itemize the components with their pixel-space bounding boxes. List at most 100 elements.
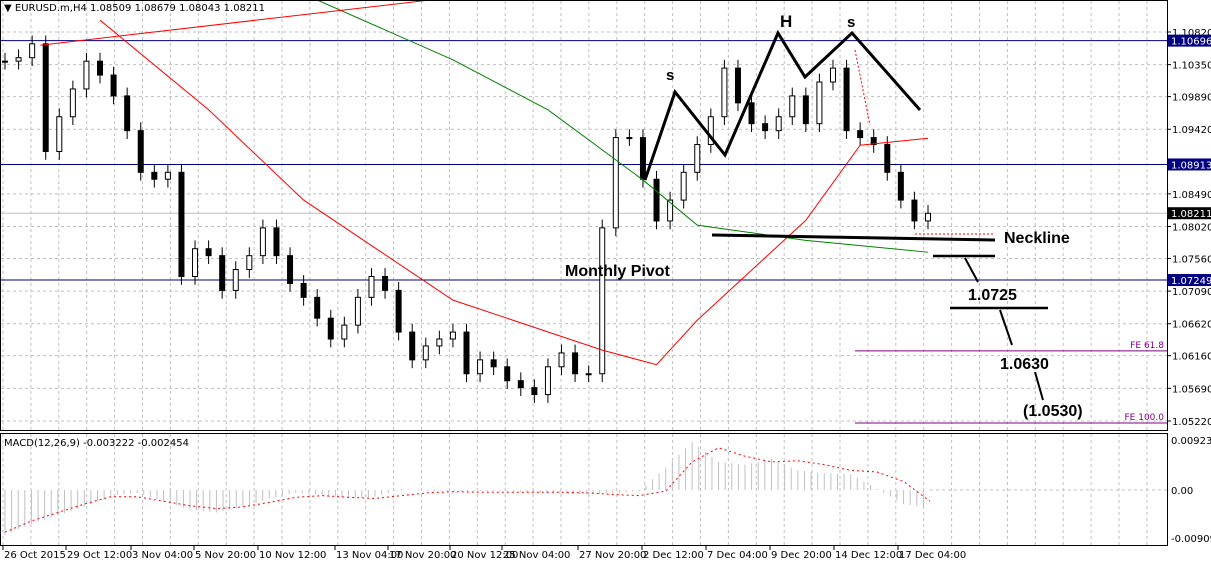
candle-body: [83, 60, 90, 90]
macd-y-label: 0.00: [1171, 486, 1193, 497]
candle-body: [341, 324, 348, 340]
candle-body: [110, 74, 117, 97]
candle-body: [531, 387, 538, 396]
horizontal-levels: FE 61.8 FE 100.0: [1, 40, 1167, 424]
candle-body: [694, 144, 701, 173]
candle-body: [707, 116, 714, 146]
monthly-pivot-label: Monthly Pivot: [565, 263, 671, 280]
candle-body: [15, 57, 22, 62]
candle-body: [300, 282, 307, 298]
macd-title: MACD(12,26,9) -0.003222 -0.002454: [4, 438, 189, 449]
target-1-arrow: [964, 257, 979, 283]
candle-body: [816, 81, 823, 125]
candle-body: [354, 296, 361, 326]
candle-body: [327, 317, 334, 340]
x-tick-label: 7 Dec 04:00: [707, 550, 768, 561]
candle-body: [29, 43, 36, 59]
target-2-arrow: [999, 309, 1013, 346]
neckline-label: Neckline: [1004, 230, 1070, 247]
y-tick-label: 1.07560: [1172, 254, 1211, 265]
y-tick-label: 1.07090: [1172, 287, 1211, 298]
candle-body: [436, 338, 443, 347]
y-tick-label: 1.05220: [1172, 417, 1211, 428]
x-tick-label: 17 Dec 04:00: [899, 550, 966, 561]
candle-body: [382, 275, 389, 291]
ma-fast-line: [99, 19, 929, 366]
candle-body: [42, 43, 49, 152]
candle-body: [69, 88, 76, 118]
fibo-label: FE 61.8: [1130, 341, 1164, 351]
fibo-label: FE 100.0: [1125, 413, 1165, 423]
candle-body: [259, 227, 266, 257]
candle-body: [734, 67, 741, 104]
candle-body: [477, 359, 484, 375]
dotted-projection: [854, 49, 871, 126]
x-tick-label: 27 Nov 20:00: [579, 550, 646, 561]
annotation-labels: s H s Neckline Monthly Pivot 1.0725 1.06…: [4, 12, 1083, 449]
x-tick-label: 25 Nov 04:00: [503, 550, 570, 561]
candle-body: [490, 359, 497, 368]
price-level-tag: [1168, 34, 1211, 47]
candle-body: [897, 171, 904, 201]
x-tick-label: 2 Dec 12:00: [643, 550, 704, 561]
price-level-label: 1.10696: [1171, 37, 1211, 48]
neckline: [711, 233, 996, 242]
candle-body: [653, 178, 660, 222]
chart-header: ▼ EURUSD.m,H4 1.08509 1.08679 1.08043 1.…: [4, 3, 265, 14]
x-tick-label: 20 Nov 12:00: [451, 550, 518, 561]
candle-body: [884, 144, 891, 173]
price-level-label: 1.08211: [1171, 209, 1211, 220]
candle-body: [721, 67, 728, 118]
candle-body: [762, 123, 769, 132]
candle-body: [572, 352, 579, 375]
head-shoulders-pattern: [643, 29, 922, 181]
x-tick-label: 10 Nov 12:00: [259, 550, 326, 561]
candle-body: [395, 289, 402, 333]
grid: [1, 1, 1167, 545]
candle-body: [97, 60, 104, 76]
macd-y-label: 0.009237: [1171, 436, 1211, 447]
candle-body: [843, 67, 850, 132]
price-level-tag: [1168, 158, 1211, 171]
pattern-annotations: [643, 29, 1048, 401]
candle-body: [56, 116, 63, 152]
x-tick-label: 26 Oct 2015: [4, 550, 66, 561]
main-panel-frame: [0, 0, 1168, 431]
y-tick-label: 1.10350: [1172, 61, 1211, 72]
x-tick-label: 14 Dec 12:00: [835, 550, 902, 561]
candle-body: [246, 255, 253, 271]
candle-body: [639, 137, 646, 180]
candle-body: [667, 199, 674, 222]
candle-body: [124, 95, 131, 132]
candle-body: [314, 296, 321, 319]
price-level-label: 1.08913: [1171, 160, 1211, 171]
candle-body: [748, 102, 755, 125]
macd-panel-frame: [0, 433, 1168, 546]
symbol-label: EURUSD.m,H4: [14, 3, 87, 14]
y-tick-label: 1.08020: [1172, 222, 1211, 233]
candle-body: [612, 137, 619, 229]
candle-body: [857, 130, 864, 139]
candle-body: [178, 171, 185, 277]
target-1-label: 1.0725: [968, 287, 1017, 304]
ma-slow-line: [316, 0, 929, 253]
x-tick-label: 5 Nov 20:00: [195, 550, 256, 561]
candle-body: [925, 212, 931, 222]
candle-body: [287, 255, 294, 284]
close-value: 1.08211: [223, 3, 266, 14]
candle-body: [205, 248, 212, 257]
collapse-triangle-icon[interactable]: ▼: [4, 3, 12, 14]
candle-body: [544, 366, 551, 396]
candle-body: [870, 137, 877, 146]
macd-signal-line: [4, 447, 931, 533]
macd-y-label: -0.009095: [1171, 534, 1211, 545]
candle-body: [463, 331, 470, 375]
y-tick-label: 1.08490: [1172, 190, 1211, 201]
open-value: 1.08509: [90, 3, 132, 14]
candle-body: [802, 95, 809, 125]
candle-body: [789, 95, 796, 118]
candle-body: [504, 366, 511, 382]
candle-body: [911, 199, 918, 222]
